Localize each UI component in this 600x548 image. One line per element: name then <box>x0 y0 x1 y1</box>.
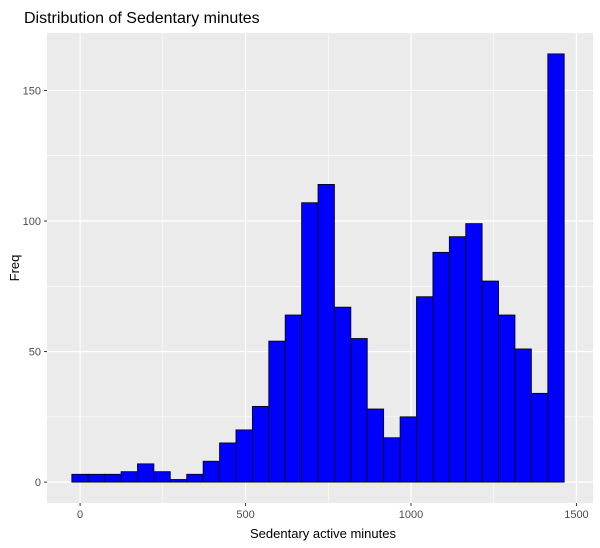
y-tick-label: 0 <box>35 477 41 489</box>
histogram-bar <box>547 53 565 483</box>
histogram-bar <box>251 405 270 483</box>
histogram-bar <box>481 280 499 483</box>
y-tick-label: 50 <box>29 347 41 359</box>
y-axis: 0 50 100 150 <box>23 85 47 489</box>
y-axis-label: Freq <box>7 255 22 282</box>
histogram-bar <box>366 408 385 483</box>
histogram-bar <box>350 338 368 483</box>
x-tick-label: 500 <box>236 509 254 521</box>
histogram-bar <box>284 314 303 483</box>
histogram-bar <box>432 251 450 483</box>
x-tick-label: 1500 <box>564 509 588 521</box>
histogram-bar <box>120 471 138 483</box>
histogram-bar <box>219 442 237 483</box>
histogram-bar <box>334 306 352 483</box>
histogram-bar <box>301 202 319 483</box>
histogram-bar <box>186 473 204 483</box>
chart-title: Distribution of Sedentary minutes <box>24 10 260 27</box>
histogram-bar <box>383 437 401 483</box>
histogram-bar <box>465 223 483 483</box>
histogram-bar <box>153 471 171 483</box>
histogram-bar <box>202 460 220 483</box>
histogram-bar <box>399 416 417 483</box>
histogram-bar <box>498 314 516 483</box>
histogram-bar <box>514 348 532 483</box>
histogram-bar <box>137 463 155 483</box>
histogram-bar <box>268 340 286 483</box>
histogram-bar <box>530 392 549 483</box>
histogram-bar <box>317 184 335 483</box>
y-tick-label: 150 <box>23 85 41 97</box>
histogram-bar <box>71 473 89 483</box>
x-tick-label: 0 <box>77 509 83 521</box>
histogram-bar <box>448 236 467 483</box>
histogram-bar <box>87 473 106 483</box>
histogram-bar <box>416 296 434 483</box>
y-tick-label: 100 <box>23 216 41 228</box>
histogram-bars <box>71 53 565 483</box>
histogram-bar <box>104 473 122 483</box>
x-tick-label: 1000 <box>399 509 423 521</box>
x-axis: 0 500 1000 1500 <box>77 503 589 521</box>
histogram-bar <box>169 479 188 483</box>
histogram-bar <box>235 429 253 483</box>
x-axis-label: Sedentary active minutes <box>250 526 396 541</box>
